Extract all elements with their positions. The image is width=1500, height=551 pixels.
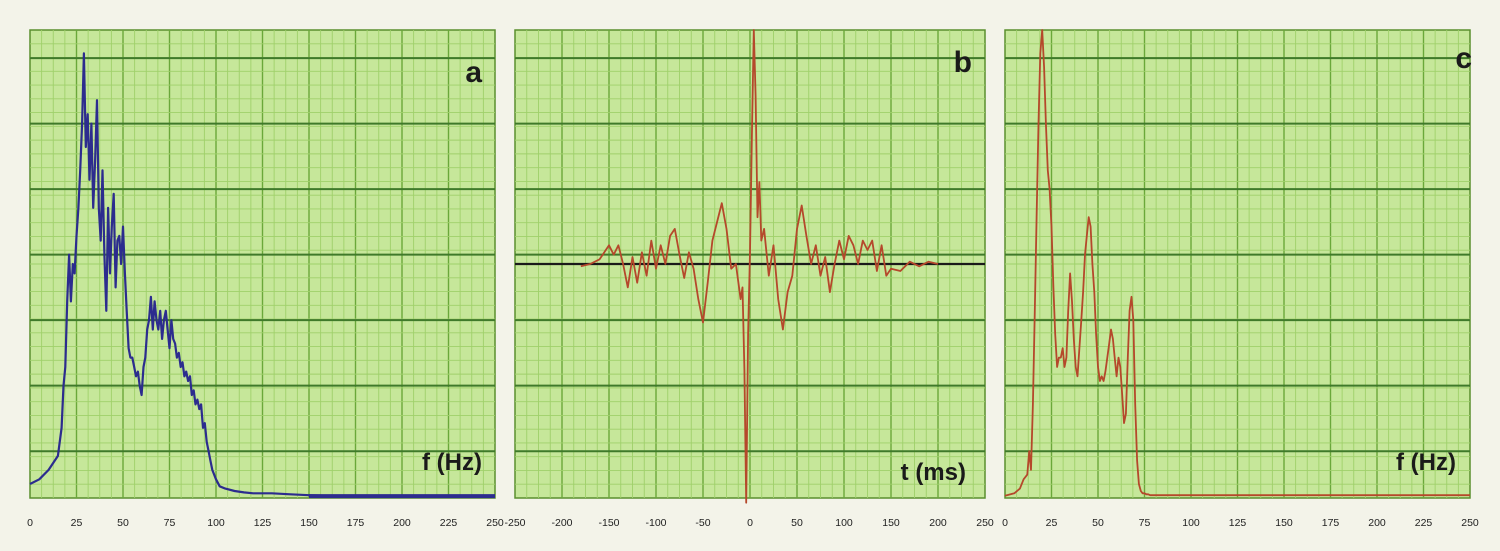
- x-tick-label: -200: [551, 517, 572, 529]
- series-line: [1004, 29, 1470, 497]
- x-tick-label: 50: [791, 517, 803, 529]
- x-tick-label: 150: [882, 517, 900, 529]
- panel-a-x-axis-label: f (Hz): [422, 449, 482, 476]
- x-tick-label: 50: [1092, 517, 1104, 529]
- x-tick-label: 100: [835, 517, 853, 529]
- panel-c: 0 25 50 75 100 125 150 175 200 225 250 c f (Hz): [1002, 29, 1479, 529]
- x-tick-label: 150: [300, 517, 318, 529]
- panel-a-x-ticks: 0 25 50 75 100 125 150 175 200 225 250: [27, 517, 504, 529]
- x-tick-label: 175: [347, 517, 365, 529]
- panel-b: -250 -200 -150 -100 -50 0 50 100 150 200 250 b t (…: [504, 29, 994, 529]
- x-tick-label: 125: [1229, 517, 1247, 529]
- panel-b-letter: b: [954, 46, 972, 79]
- series-line: [29, 52, 495, 498]
- panel-a: 0 25 50 75 100 125 150 175 200 225 250 a f (Hz): [27, 29, 504, 529]
- x-tick-label: 200: [393, 517, 411, 529]
- x-tick-label: 0: [747, 517, 753, 529]
- x-tick-label: 50: [117, 517, 129, 529]
- panel-b-x-ticks: -250 -200 -150 -100 -50 0 50 100 150 200 250: [504, 517, 993, 529]
- x-tick-label: 250: [1461, 517, 1479, 529]
- x-tick-label: 100: [1182, 517, 1200, 529]
- x-tick-label: -150: [598, 517, 619, 529]
- x-tick-label: 175: [1322, 517, 1340, 529]
- panel-a-letter: a: [465, 56, 482, 89]
- x-tick-label: -50: [695, 517, 710, 529]
- x-tick-label: 250: [976, 517, 994, 529]
- x-tick-label: 250: [486, 517, 504, 529]
- x-tick-label: 75: [1139, 517, 1151, 529]
- x-tick-label: -250: [504, 517, 525, 529]
- x-tick-label: 125: [254, 517, 272, 529]
- x-tick-label: 225: [440, 517, 458, 529]
- x-tick-label: 25: [1046, 517, 1058, 529]
- panel-c-x-axis-label: f (Hz): [1396, 449, 1456, 476]
- x-tick-label: 150: [1275, 517, 1293, 529]
- x-tick-label: 200: [929, 517, 947, 529]
- panel-a-grid: [30, 30, 495, 498]
- x-tick-label: 225: [1415, 517, 1433, 529]
- x-tick-label: 0: [27, 517, 33, 529]
- x-tick-label: -100: [645, 517, 666, 529]
- x-tick-label: 100: [207, 517, 225, 529]
- x-tick-label: 75: [164, 517, 176, 529]
- panel-a-series: [29, 52, 495, 499]
- panel-c-grid: [1005, 30, 1470, 498]
- x-tick-label: 0: [1002, 517, 1008, 529]
- x-tick-label: 200: [1368, 517, 1386, 529]
- series-line: [580, 29, 939, 504]
- panel-b-x-axis-label: t (ms): [901, 459, 966, 486]
- panel-b-series: [515, 29, 985, 504]
- panel-c-series: [1004, 29, 1470, 497]
- panel-c-x-ticks: 0 25 50 75 100 125 150 175 200 225 250: [1002, 517, 1479, 529]
- panel-c-letter: c: [1455, 42, 1472, 75]
- x-tick-label: 25: [71, 517, 83, 529]
